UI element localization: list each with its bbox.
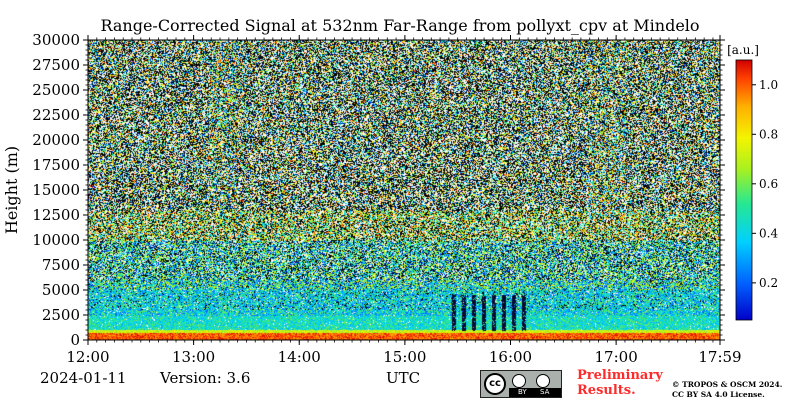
y-tick-label: 15000 xyxy=(32,181,80,199)
y-tick-label: 25000 xyxy=(32,81,80,99)
y-tick-label: 7500 xyxy=(42,256,80,274)
preliminary-line-2: Results. xyxy=(577,383,636,398)
share-alike-icon xyxy=(536,374,550,388)
license-sa-label: SA xyxy=(540,388,550,396)
y-tick-label: 10000 xyxy=(32,231,80,249)
colorbar-unit: [a.u.] xyxy=(727,43,759,57)
y-tick-label: 20000 xyxy=(32,131,80,149)
heatmap-image xyxy=(88,40,720,340)
colorbar-ticks: 0.2 0.4 0.6 0.8 1.0 xyxy=(752,78,778,290)
x-tick-label: 17:59 xyxy=(698,348,741,366)
x-tick-label: 16:00 xyxy=(489,348,532,366)
y-tick-label: 12500 xyxy=(32,206,80,224)
y-axis: 0 2500 5000 7500 10000 12500 15000 17500 20000 22… xyxy=(32,31,725,349)
y-tick-label: 17500 xyxy=(32,156,80,174)
credit-line-2: CC BY SA 4.0 License. xyxy=(672,390,765,399)
y-tick-label: 0 xyxy=(70,331,80,349)
colorbar-tick-label: 0.2 xyxy=(759,276,778,290)
preliminary-results-label: Preliminary Results. xyxy=(577,368,663,398)
credit-line-1: © TROPOS & OSCM 2024. xyxy=(672,380,783,389)
y-tick-label: 30000 xyxy=(32,31,80,49)
colorbar-tick-label: 0.8 xyxy=(759,127,778,141)
y-tick-label: 5000 xyxy=(42,281,80,299)
x-axis: 12:00 13:00 14:00 15:00 16:00 17:00 17:59 xyxy=(66,35,742,366)
license-strip: BY SA xyxy=(509,388,561,397)
y-tick-label: 22500 xyxy=(32,106,80,124)
attribution-icon xyxy=(512,374,526,388)
license-by-label: BY xyxy=(518,388,527,396)
x-tick-label: 15:00 xyxy=(383,348,426,366)
preliminary-line-1: Preliminary xyxy=(577,368,663,383)
y-axis-label: Height (m) xyxy=(2,146,21,234)
creative-commons-icon: cc xyxy=(484,373,506,395)
colorbar-tick-label: 0.4 xyxy=(759,226,778,240)
y-tick-label: 2500 xyxy=(42,306,80,324)
colorbar-tick-label: 1.0 xyxy=(759,78,778,92)
x-axis-label: UTC xyxy=(386,369,421,387)
x-tick-label: 12:00 xyxy=(66,348,109,366)
colorbar-tick-label: 0.6 xyxy=(759,177,778,191)
heatmap-plot-area xyxy=(88,40,720,340)
y-tick-label: 27500 xyxy=(32,56,80,74)
version-label: Version: 3.6 xyxy=(160,369,251,387)
chart-title: Range-Corrected Signal at 532nm Far-Rang… xyxy=(100,16,700,35)
date-label: 2024-01-11 xyxy=(40,369,127,387)
x-tick-label: 14:00 xyxy=(278,348,321,366)
copyright-credit: © TROPOS & OSCM 2024. CC BY SA 4.0 Licen… xyxy=(672,380,782,400)
x-tick-label: 13:00 xyxy=(172,348,215,366)
cc-by-sa-license-badge: cc BY SA xyxy=(480,370,562,398)
x-tick-label: 17:00 xyxy=(595,348,638,366)
colorbar xyxy=(735,59,753,321)
